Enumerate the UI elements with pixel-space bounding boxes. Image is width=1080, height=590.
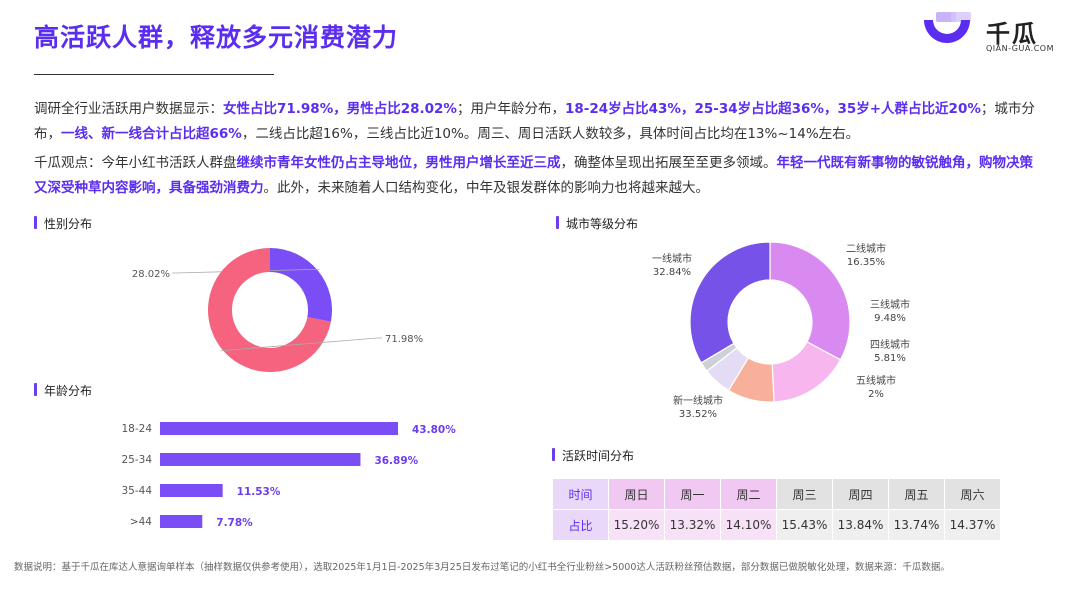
city-slice-name: 新一线城市	[673, 394, 723, 407]
weekday-share-cell: 14.37%	[944, 509, 1001, 541]
highlight-text: 女性占比71.98%，男性占比28.02%	[223, 101, 457, 117]
weekday-header-cell: 周四	[832, 478, 889, 510]
gender-slice	[207, 248, 331, 372]
gender-leader-line	[172, 268, 320, 274]
gender-section-title: 性别分布	[34, 215, 92, 232]
body-text: 调研全行业活跃用户数据显示：	[34, 101, 223, 117]
age-value-label: 7.78%	[216, 517, 253, 529]
city-slice-label: 2%	[868, 389, 884, 400]
time-section-title: 活跃时间分布	[552, 447, 634, 464]
city-slice-label: 32.84%	[653, 267, 691, 278]
weekday-header-cell: 周日	[608, 478, 665, 510]
logo-name: 千瓜	[986, 20, 1038, 48]
weekday-header-cell: 周二	[720, 478, 777, 510]
body-text: ，确整体呈现出拓展至至更多领域。	[560, 155, 777, 171]
city-slice-name: 五线城市	[856, 374, 896, 387]
age-value-label: 36.89%	[374, 455, 418, 467]
gender-slice	[270, 248, 332, 322]
body-text: 。此外，未来随着人口结构变化，中年及银发群体的影响力也将越来越大。	[263, 180, 710, 196]
age-bar	[160, 515, 203, 528]
weekday-header-cell: 周五	[888, 478, 945, 510]
age-category-label: >44	[130, 516, 152, 528]
time-table-header-row: 时间 周日 周一 周二 周三 周四 周五 周六	[552, 478, 1001, 510]
body-text: ；城市分布，	[34, 101, 1035, 142]
time-row-header: 时间	[552, 478, 609, 510]
highlight-text: 一线、新一线合计占比超66%	[61, 126, 242, 142]
summary-paragraph: 调研全行业活跃用户数据显示：女性占比71.98%，男性占比28.02%；用户年龄…	[34, 97, 1044, 147]
city-slice-label: 9.48%	[874, 313, 906, 324]
city-slice-name: 三线城市	[870, 298, 910, 311]
city-slice-label: 16.35%	[847, 257, 885, 268]
weekday-share-cell: 14.10%	[720, 509, 777, 541]
age-value-label: 43.80%	[412, 424, 456, 436]
city-slice-name: 一线城市	[652, 252, 692, 265]
title-underline	[34, 74, 274, 75]
body-text: 千瓜观点：今年小红书活跃人群盘	[34, 155, 237, 171]
age-bar	[160, 422, 398, 435]
age-category-label: 35-44	[121, 485, 152, 497]
opinion-paragraph: 千瓜观点：今年小红书活跃人群盘继续市青年女性仍占主导地位，男性用户增长至近三成，…	[34, 151, 1044, 201]
gender-donut-chart: 28.02% 71.98%	[132, 248, 423, 372]
weekday-share-cell: 13.74%	[888, 509, 945, 541]
weekday-header-cell: 周一	[664, 478, 721, 510]
time-table-value-row: 占比 15.20% 13.32% 14.10% 15.43% 13.84% 13.74% 14…	[552, 509, 1001, 541]
body-text: ；用户年龄分布，	[456, 101, 565, 117]
weekday-share-cell: 15.20%	[608, 509, 665, 541]
age-bar	[160, 484, 223, 497]
city-slice-label: 5.81%	[874, 353, 906, 364]
city-slice-name: 四线城市	[870, 338, 910, 351]
logo-domain: QIAN-GUA.COM	[986, 44, 1055, 53]
weekday-header-cell: 周三	[776, 478, 833, 510]
age-category-label: 18-24	[121, 423, 152, 435]
age-section-title: 年龄分布	[34, 382, 92, 399]
weekday-share-cell: 15.43%	[776, 509, 833, 541]
brand-logo: 千瓜 QIAN-GUA.COM	[920, 12, 1060, 62]
city-section-title: 城市等级分布	[556, 215, 638, 232]
city-slice	[689, 241, 771, 364]
qiangua-logo-icon	[924, 12, 971, 43]
city-slice-label: 33.52%	[679, 409, 717, 420]
active-time-table: 时间 周日 周一 周二 周三 周四 周五 周六 占比 15.20% 13.32% 14.10% 15.…	[552, 478, 1001, 541]
city-slice	[769, 241, 851, 361]
age-bar-chart: 18-24 43.80% 25-34 36.89% 35-44 11.53% >44 7.78…	[121, 422, 456, 529]
page-title: 高活跃人群，释放多元消费潜力	[34, 23, 399, 52]
weekday-header-cell: 周六	[944, 478, 1001, 510]
data-footnote: 数据说明：基于千瓜在库达人意据询单样本（抽样数据仅供参考使用），选取2025年1…	[14, 562, 950, 573]
weekday-share-cell: 13.84%	[832, 509, 889, 541]
gender-slice-label: 28.02%	[132, 269, 170, 280]
highlight-text: 继续市青年女性仍占主导地位，男性用户增长至近三成	[236, 155, 561, 171]
highlight-text: 年轻一代既有新事物的敏锐触角，购物决策又深受种草内容影响，具备强劲消费力	[34, 155, 1033, 196]
city-slice-name: 二线城市	[846, 242, 886, 255]
share-row-header: 占比	[552, 509, 609, 541]
city-donut-chart: 一线城市 32.84% 二线城市 16.35% 三线城市 9.48% 四线城市 5.81% 五线…	[652, 241, 910, 420]
body-text: ，二线占比超16%，三线占比近10%。周三、周日活跃人数较多，具体时间占比均在1…	[241, 126, 860, 142]
age-value-label: 11.53%	[237, 486, 281, 498]
age-category-label: 25-34	[121, 454, 152, 466]
weekday-share-cell: 13.32%	[664, 509, 721, 541]
highlight-text: 18-24岁占比43%，25-34岁占比超36%，35岁+人群占比近20%	[564, 101, 981, 117]
gender-leader-line	[220, 337, 382, 352]
gender-slice-label: 71.98%	[385, 334, 423, 345]
age-bar	[160, 453, 361, 466]
